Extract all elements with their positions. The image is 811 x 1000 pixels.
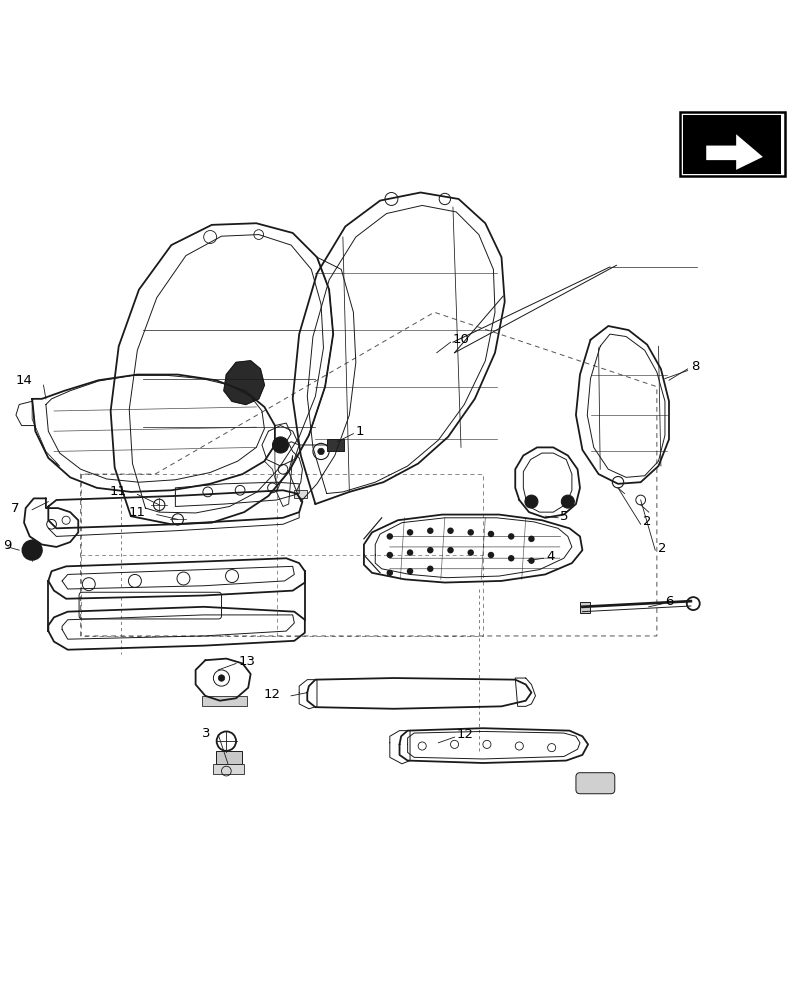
Circle shape bbox=[447, 528, 453, 534]
Circle shape bbox=[508, 533, 514, 540]
Text: 7: 7 bbox=[11, 502, 19, 515]
Text: 3: 3 bbox=[201, 727, 210, 740]
Text: 12: 12 bbox=[264, 688, 281, 701]
Bar bbox=[682, 148, 780, 174]
Bar bbox=[682, 115, 780, 150]
Text: 10: 10 bbox=[453, 333, 470, 346]
Circle shape bbox=[467, 549, 474, 556]
Bar bbox=[679, 112, 783, 176]
Circle shape bbox=[527, 536, 534, 542]
Polygon shape bbox=[224, 361, 264, 405]
Circle shape bbox=[218, 675, 225, 681]
Text: 2: 2 bbox=[658, 542, 666, 555]
Circle shape bbox=[527, 557, 534, 564]
Text: 11: 11 bbox=[128, 506, 145, 519]
Bar bbox=[294, 490, 307, 498]
Bar bbox=[326, 439, 344, 451]
Text: 11: 11 bbox=[109, 485, 127, 498]
Text: 9: 9 bbox=[3, 539, 11, 552]
Circle shape bbox=[23, 540, 42, 560]
Circle shape bbox=[467, 529, 474, 536]
Text: 2: 2 bbox=[642, 515, 650, 528]
Text: 12: 12 bbox=[457, 728, 474, 741]
Circle shape bbox=[560, 495, 573, 508]
Text: 8: 8 bbox=[690, 360, 698, 373]
Text: 14: 14 bbox=[15, 374, 32, 387]
Polygon shape bbox=[706, 134, 762, 170]
Text: 13: 13 bbox=[238, 655, 255, 668]
Text: 5: 5 bbox=[559, 510, 568, 523]
Bar bbox=[202, 696, 247, 706]
Circle shape bbox=[427, 566, 433, 572]
Polygon shape bbox=[699, 142, 767, 170]
Circle shape bbox=[427, 528, 433, 534]
FancyBboxPatch shape bbox=[575, 773, 614, 794]
Circle shape bbox=[427, 547, 433, 553]
Bar bbox=[579, 602, 589, 613]
Circle shape bbox=[386, 533, 393, 540]
Bar bbox=[216, 751, 242, 764]
Text: 1: 1 bbox=[355, 425, 364, 438]
Circle shape bbox=[386, 570, 393, 576]
Circle shape bbox=[406, 549, 413, 556]
Circle shape bbox=[508, 555, 514, 562]
Circle shape bbox=[487, 552, 494, 558]
Circle shape bbox=[406, 568, 413, 574]
Text: 6: 6 bbox=[664, 595, 672, 608]
Circle shape bbox=[386, 552, 393, 558]
Circle shape bbox=[487, 531, 494, 537]
Circle shape bbox=[317, 448, 324, 455]
Circle shape bbox=[28, 545, 37, 555]
Circle shape bbox=[272, 437, 288, 453]
Circle shape bbox=[406, 529, 413, 536]
Circle shape bbox=[524, 495, 537, 508]
Bar bbox=[213, 764, 244, 774]
Circle shape bbox=[447, 547, 453, 553]
Text: 4: 4 bbox=[545, 550, 554, 563]
